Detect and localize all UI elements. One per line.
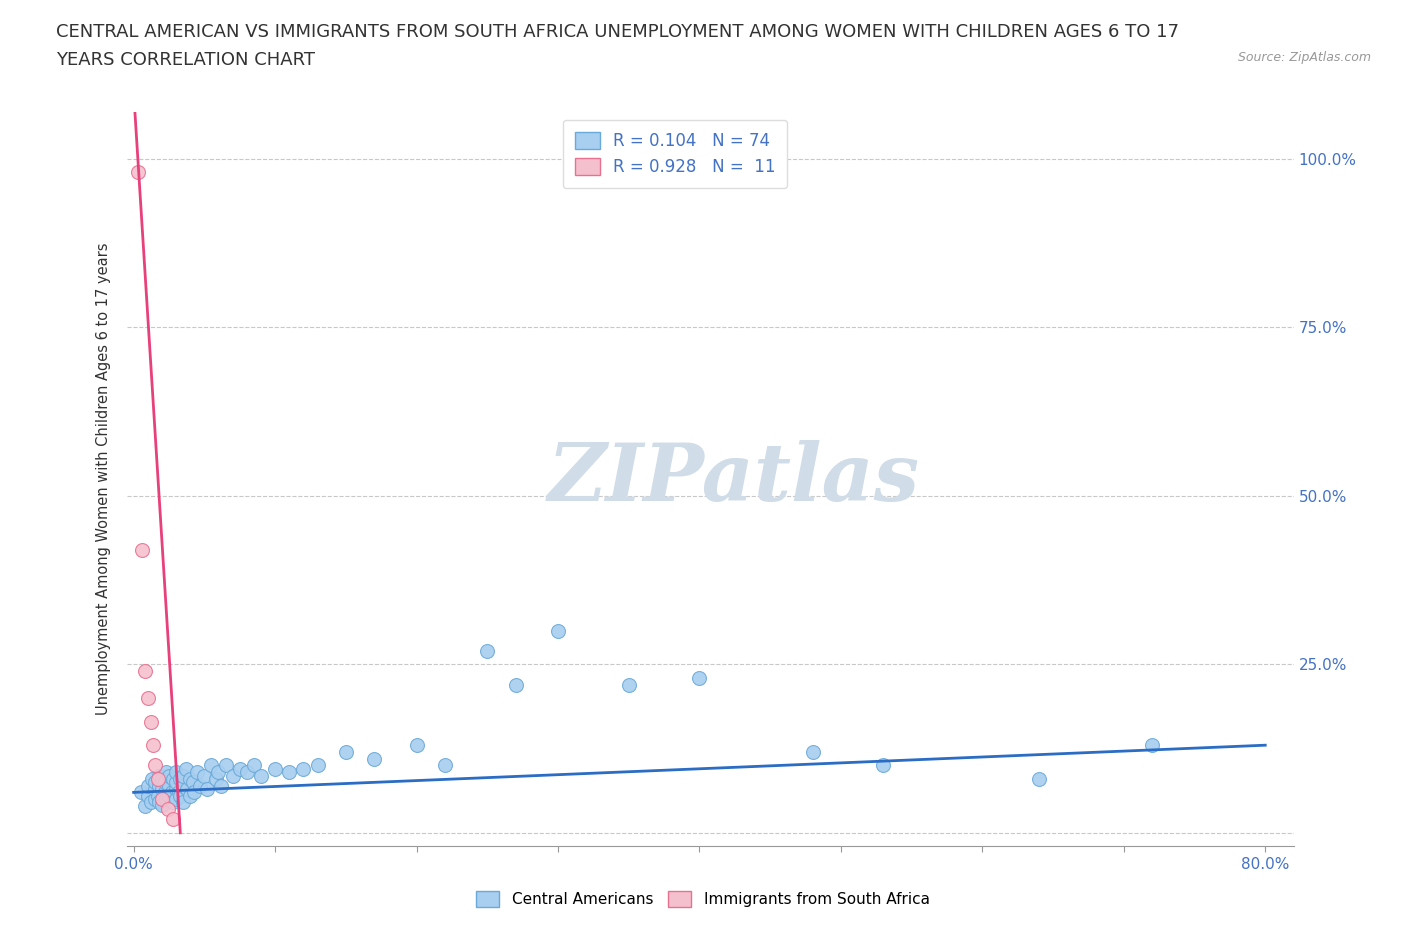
Point	[131, 542, 153, 557]
Point	[150, 797, 173, 812]
Point	[204, 772, 226, 787]
Point	[250, 768, 273, 783]
Point	[172, 795, 194, 810]
Point	[688, 671, 710, 685]
Point	[1028, 772, 1050, 787]
Point	[143, 758, 166, 773]
Point	[169, 772, 191, 787]
Point	[153, 775, 176, 790]
Point	[165, 791, 187, 806]
Point	[162, 795, 184, 810]
Point	[136, 778, 159, 793]
Point	[335, 745, 357, 760]
Point	[209, 778, 232, 793]
Point	[292, 762, 315, 777]
Point	[363, 751, 385, 766]
Point	[547, 623, 569, 638]
Point	[143, 791, 166, 806]
Point	[183, 785, 205, 800]
Point	[872, 758, 894, 773]
Point	[155, 791, 177, 806]
Point	[214, 758, 236, 773]
Point	[186, 764, 208, 779]
Point	[221, 768, 243, 783]
Point	[150, 791, 173, 806]
Point	[172, 778, 194, 793]
Point	[174, 762, 197, 777]
Point	[146, 772, 169, 787]
Point	[179, 789, 201, 804]
Point	[139, 795, 162, 810]
Point	[176, 781, 198, 796]
Text: CENTRAL AMERICAN VS IMMIGRANTS FROM SOUTH AFRICA UNEMPLOYMENT AMONG WOMEN WITH C: CENTRAL AMERICAN VS IMMIGRANTS FROM SOUT…	[56, 23, 1180, 41]
Text: Source: ZipAtlas.com: Source: ZipAtlas.com	[1237, 51, 1371, 64]
Point	[617, 677, 640, 692]
Point	[1140, 737, 1163, 752]
Point	[157, 778, 180, 793]
Point	[136, 691, 159, 706]
Point	[150, 791, 173, 806]
Point	[143, 775, 166, 790]
Point	[433, 758, 456, 773]
Point	[188, 778, 211, 793]
Point	[200, 758, 222, 773]
Point	[405, 737, 427, 752]
Point	[243, 758, 266, 773]
Point	[307, 758, 329, 773]
Y-axis label: Unemployment Among Women with Children Ages 6 to 17 years: Unemployment Among Women with Children A…	[96, 243, 111, 715]
Point	[169, 789, 191, 804]
Point	[278, 764, 301, 779]
Point	[155, 764, 177, 779]
Text: YEARS CORRELATION CHART: YEARS CORRELATION CHART	[56, 51, 315, 69]
Point	[150, 772, 173, 787]
Point	[165, 781, 187, 796]
Point	[207, 764, 229, 779]
Point	[146, 789, 169, 804]
Point	[129, 785, 152, 800]
Point	[165, 775, 187, 790]
Point	[160, 785, 183, 800]
Point	[141, 772, 163, 787]
Text: ZIPatlas: ZIPatlas	[547, 440, 920, 518]
Point	[143, 781, 166, 796]
Point	[179, 772, 201, 787]
Point	[167, 785, 190, 800]
Point	[801, 745, 824, 760]
Point	[142, 737, 165, 752]
Point	[127, 165, 149, 179]
Point	[195, 781, 218, 796]
Point	[153, 785, 176, 800]
Legend: R = 0.104   N = 74, R = 0.928   N =  11: R = 0.104 N = 74, R = 0.928 N = 11	[562, 120, 787, 188]
Point	[264, 762, 287, 777]
Point	[148, 778, 170, 793]
Point	[157, 768, 180, 783]
Point	[157, 789, 180, 804]
Point	[148, 795, 170, 810]
Point	[228, 762, 250, 777]
Point	[193, 768, 215, 783]
Point	[150, 781, 173, 796]
Point	[136, 789, 159, 804]
Point	[148, 768, 170, 783]
Point	[134, 664, 156, 679]
Point	[236, 764, 259, 779]
Point	[162, 772, 184, 787]
Point	[505, 677, 527, 692]
Point	[172, 768, 194, 783]
Point	[139, 714, 162, 729]
Point	[162, 812, 184, 827]
Point	[134, 799, 156, 814]
Legend: Central Americans, Immigrants from South Africa: Central Americans, Immigrants from South…	[471, 884, 935, 913]
Point	[477, 644, 499, 658]
Point	[181, 775, 204, 790]
Point	[165, 764, 187, 779]
Point	[156, 802, 179, 817]
